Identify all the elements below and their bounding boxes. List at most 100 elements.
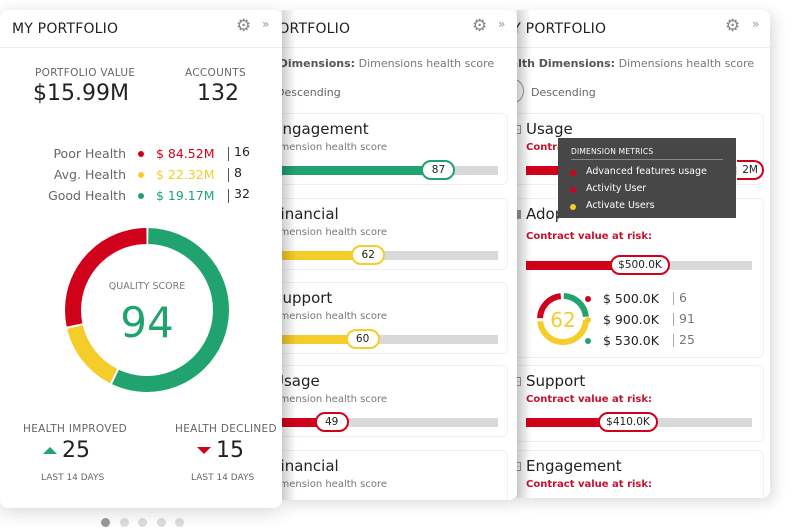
health-value: $ 19.17M: [156, 188, 215, 203]
sort-value: Dimensions health score: [618, 57, 755, 70]
breakdown-dot-icon: [585, 317, 591, 323]
health-count: 8: [234, 165, 242, 180]
portfolio-value-label: PORTFOLIO VALUE: [35, 67, 136, 79]
portfolio-card-2: MY PORTFOLIO ⚙ » Health Dimensions: Dime…: [282, 10, 517, 500]
breakdown-count: 6: [679, 290, 687, 305]
health-label: Poor Health: [53, 146, 126, 161]
health-declined-value: 15: [216, 438, 244, 463]
health-score-value: 87: [421, 160, 456, 180]
dimension-title: Usage: [526, 120, 573, 138]
gear-icon[interactable]: ⚙: [472, 16, 488, 36]
breakdown-dot-icon: [585, 338, 591, 344]
gear-icon[interactable]: ⚙: [236, 16, 252, 36]
dimension-item[interactable]: Financial Dimension health score 62: [282, 198, 508, 270]
health-value: $ 22.32M: [156, 167, 215, 182]
breakdown-count: 91: [679, 311, 695, 326]
dimension-subtitle: Dimension health score: [282, 394, 388, 405]
dimension-item[interactable]: Financial Dimension health score: [282, 450, 508, 500]
dimension-title: Financial: [282, 205, 339, 223]
dimension-metrics-tooltip: DIMENSION METRICS Advanced features usag…: [558, 138, 736, 218]
metric-dot-icon: [570, 204, 576, 210]
risk-value: 2M: [737, 160, 764, 180]
collapse-icon[interactable]: −: [517, 462, 521, 471]
dimension-title: Usage: [282, 372, 320, 390]
breakdown-value: $ 530.0K: [603, 333, 659, 348]
dimension-item[interactable]: − Support Contract value at risk: $410.0…: [517, 365, 764, 442]
card-title: MY PORTFOLIO: [517, 21, 607, 37]
portfolio-card-1: MY PORTFOLIO ⚙ » PORTFOLIO VALUE $15.99M…: [0, 10, 282, 508]
health-score-value: 60: [345, 329, 380, 349]
health-score-bar: 62: [282, 245, 498, 265]
collapse-icon[interactable]: −: [517, 125, 521, 134]
risk-value: $500.0K: [610, 255, 670, 275]
adoption-donut: 62: [537, 293, 589, 345]
dimension-subtitle: Dimension health score: [282, 142, 388, 153]
health-improved-value: 25: [62, 438, 90, 463]
dimension-title: Engagement: [526, 457, 622, 475]
carousel-dot[interactable]: [138, 518, 147, 527]
gear-icon[interactable]: ⚙: [725, 16, 741, 36]
sort-dimension[interactable]: Health Dimensions: Dimensions health sco…: [517, 57, 754, 70]
period-label: LAST 14 DAYS: [191, 473, 255, 483]
health-dot-icon: [138, 193, 144, 199]
double-chevron-right-icon[interactable]: »: [752, 17, 760, 31]
carousel-dot[interactable]: [119, 518, 129, 527]
dimension-title: Support: [282, 289, 333, 307]
dimension-title: Support: [526, 372, 586, 390]
dimension-item[interactable]: Adoption Contract value at risk: $500.0K…: [517, 198, 764, 358]
double-chevron-right-icon[interactable]: »: [498, 17, 506, 31]
period-label: LAST 14 DAYS: [41, 473, 105, 483]
health-score-value: 62: [351, 245, 386, 265]
sort-label: Health Dimensions:: [517, 57, 616, 70]
triangle-up-icon: [43, 447, 57, 454]
health-improved-label: HEALTH IMPROVED: [23, 423, 128, 435]
dimension-title: Adoption: [526, 205, 559, 223]
collapse-icon[interactable]: −: [517, 377, 521, 386]
dimension-subtitle: Dimension health score: [282, 227, 388, 238]
sort-order-label: Descending: [282, 86, 341, 99]
health-score-bar: 49: [282, 412, 498, 432]
health-dot-icon: [138, 172, 144, 178]
quality-score-donut: [65, 228, 229, 392]
health-count: 16: [234, 144, 250, 159]
carousel-dot[interactable]: [101, 518, 110, 527]
risk-label: Contract value at risk:: [526, 394, 653, 405]
breakdown-value: $ 500.0K: [603, 291, 659, 306]
dimension-item[interactable]: − Engagement Contract value at risk:: [517, 450, 764, 498]
risk-value: $410.0K: [598, 412, 658, 432]
health-score-value: 49: [314, 412, 349, 432]
sort-label: Health Dimensions:: [282, 57, 356, 70]
carousel-dot[interactable]: [156, 518, 166, 527]
risk-label: Contract value at risk:: [526, 479, 653, 490]
card-title: MY PORTFOLIO: [12, 21, 119, 37]
accounts-count: 132: [197, 81, 239, 106]
card-title: MY PORTFOLIO: [282, 21, 351, 37]
breakdown-dot-icon: [585, 296, 591, 302]
card-header: MY PORTFOLIO ⚙ »: [0, 10, 282, 48]
sort-dimension[interactable]: Health Dimensions: Dimensions health sco…: [282, 57, 494, 70]
health-dot-icon: [138, 151, 144, 157]
risk-bar: $500.0K: [526, 255, 752, 275]
quality-score-label: QUALITY SCORE: [108, 281, 186, 292]
tooltip-metric: Advanced features usage: [586, 166, 707, 177]
sort-order-label: Descending: [531, 86, 596, 99]
health-value: $ 84.52M: [156, 146, 215, 161]
carousel-dot[interactable]: [175, 518, 184, 527]
dimension-item[interactable]: Support Dimension health score 60: [282, 282, 508, 354]
collapse-icon[interactable]: [517, 210, 521, 219]
tooltip-metric: Activity User: [586, 183, 647, 194]
breakdown-value: $ 900.0K: [603, 312, 659, 327]
dimension-item[interactable]: Engagement Dimension health score 87: [282, 113, 508, 185]
dimension-title: Financial: [282, 457, 339, 475]
tooltip-title: DIMENSION METRICS: [571, 147, 654, 156]
dimension-subtitle: Dimension health score: [282, 479, 388, 490]
triangle-down-icon: [197, 447, 211, 454]
double-chevron-right-icon[interactable]: »: [262, 17, 270, 31]
health-score-bar: 87: [282, 160, 498, 180]
risk-bar: $410.0K: [526, 412, 752, 432]
portfolio-card-3: MY PORTFOLIO ⚙ » Health Dimensions: Dime…: [517, 10, 770, 498]
risk-label: Contract value at risk:: [526, 142, 559, 153]
breakdown-count: 25: [679, 332, 695, 347]
dimension-item[interactable]: Usage Dimension health score 49: [282, 365, 508, 437]
dimension-subtitle: Dimension health score: [282, 311, 388, 322]
